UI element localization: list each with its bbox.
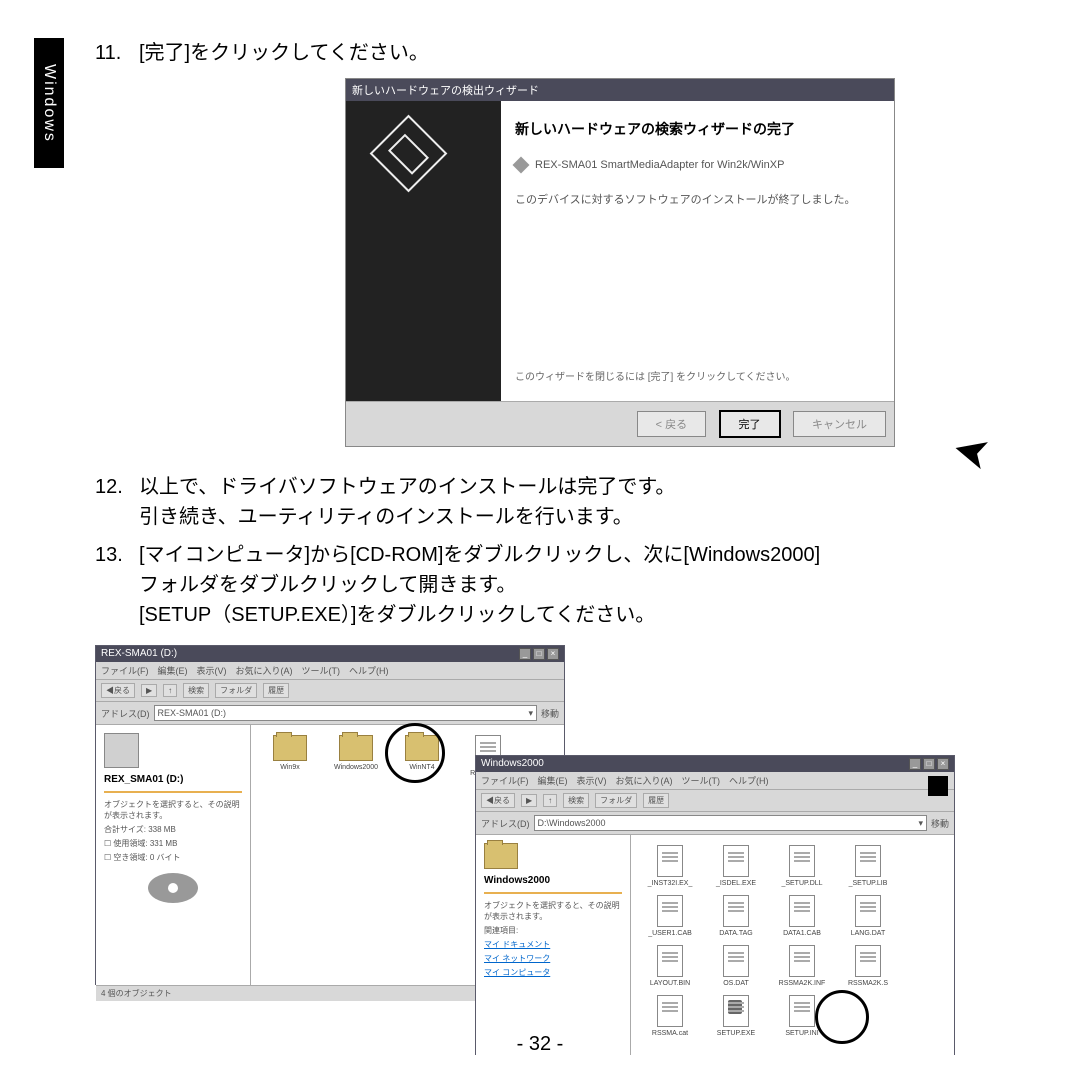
menubar[interactable]: ファイル(F) 編集(E) 表示(V) お気に入り(A) ツール(T) ヘルプ(…: [96, 662, 564, 680]
file-item[interactable]: DATA.TAG: [707, 895, 765, 937]
left-used: ☐ 使用領域: 331 MB: [104, 838, 242, 849]
file-item[interactable]: SETUP.EXE: [707, 995, 765, 1037]
wizard-titlebar: 新しいハードウェアの検出ウィザード: [346, 79, 894, 101]
page-content: 11. [完了]をクリックしてください。 新しいハードウェアの検出ウィザード 新…: [95, 38, 1040, 1055]
wizard-device: REX-SMA01 SmartMediaAdapter for Win2k/Wi…: [515, 159, 880, 171]
wizard-msg: このデバイスに対するソフトウェアのインストールが終了しました。: [515, 191, 880, 207]
toolbar-button[interactable]: フォルダ: [215, 683, 257, 698]
file-item[interactable]: RSSMA2K.S: [839, 945, 897, 987]
step-13: 13. [マイコンピュータ]から[CD-ROM]をダブルクリックし、次に[Win…: [95, 540, 1040, 630]
drive-icon: [104, 733, 139, 768]
wizard-side-icon: [370, 115, 448, 193]
toolbar-button[interactable]: 検索: [563, 793, 589, 808]
toolbar[interactable]: ◀戻る ▶ ↑ 検索フォルダ履歴: [476, 790, 954, 812]
toolbar-button[interactable]: ◀戻る: [101, 683, 135, 698]
finish-button[interactable]: 完了: [719, 410, 781, 438]
file-item[interactable]: _SETUP.LIB: [839, 845, 897, 887]
go-button[interactable]: 移動: [931, 817, 949, 830]
highlight-circle: [385, 723, 445, 783]
explorer2-title: Windows2000: [481, 758, 544, 770]
left-free: ☐ 空き領域: 0 バイト: [104, 852, 242, 863]
addr-label: アドレス(D): [481, 817, 530, 830]
left-pane: REX_SMA01 (D:) オブジェクトを選択すると、その説明が表示されます。…: [96, 725, 251, 985]
link[interactable]: マイ コンピュータ: [484, 967, 622, 978]
file-item[interactable]: OS.DAT: [707, 945, 765, 987]
window-controls[interactable]: _□×: [909, 758, 949, 770]
addr-label: アドレス(D): [101, 707, 150, 720]
toolbar-button[interactable]: ▶: [141, 684, 157, 697]
toolbar-button[interactable]: 履歴: [263, 683, 289, 698]
help-icon: [928, 776, 948, 796]
step-text: 以上で、ドライバソフトウェアのインストールは完了です。: [139, 472, 1040, 502]
link[interactable]: マイ ネットワーク: [484, 953, 622, 964]
file-item[interactable]: _INST32I.EX_: [641, 845, 699, 887]
wizard-sidebar: [346, 101, 501, 401]
step-text: フォルダをダブルクリックして開きます。: [139, 570, 1040, 600]
addr-input[interactable]: REX-SMA01 (D:)▾: [154, 705, 537, 721]
file-item[interactable]: _USER1.CAB: [641, 895, 699, 937]
cancel-button[interactable]: キャンセル: [793, 411, 886, 437]
left-desc: オブジェクトを選択すると、その説明が表示されます。: [104, 799, 242, 821]
step-11: 11. [完了]をクリックしてください。: [95, 38, 1040, 68]
left-pane: Windows2000 オブジェクトを選択すると、その説明が表示されます。 関連…: [476, 835, 631, 1055]
step-num: 11.: [95, 38, 139, 68]
wizard-button-row: < 戻る 完了 キャンセル: [346, 401, 894, 446]
file-item[interactable]: LAYOUT.BIN: [641, 945, 699, 987]
file-pane: _INST32I.EX__ISDEL.EXE_SETUP.DLL_SETUP.L…: [631, 835, 954, 1055]
file-item[interactable]: RSSMA.cat: [641, 995, 699, 1037]
step-text: 引き続き、ユーティリティのインストールを行います。: [139, 502, 1040, 532]
explorer-window-2: Windows2000 _□× ファイル(F) 編集(E) 表示(V) お気に入…: [475, 755, 955, 1055]
addr-input[interactable]: D:\Windows2000▾: [534, 815, 927, 831]
step-text: [完了]をクリックしてください。: [139, 38, 1040, 68]
toolbar-button[interactable]: ▶: [521, 794, 537, 807]
toolbar-button[interactable]: 検索: [183, 683, 209, 698]
back-button[interactable]: < 戻る: [637, 411, 706, 437]
folder-item[interactable]: Win9x: [261, 735, 319, 777]
step-12: 12. 以上で、ドライバソフトウェアのインストールは完了です。 引き続き、ユーテ…: [95, 472, 1040, 532]
left-title: REX_SMA01 (D:): [104, 774, 242, 785]
file-item[interactable]: _SETUP.DLL: [773, 845, 831, 887]
explorer-screenshots: REX-SMA01 (D:) _□× ファイル(F) 編集(E) 表示(V) お…: [95, 645, 1040, 1055]
toolbar-button[interactable]: フォルダ: [595, 793, 637, 808]
step-text: [SETUP（SETUP.EXE）]をダブルクリックしてください。: [139, 600, 1040, 630]
left-cap: 合計サイズ: 338 MB: [104, 824, 242, 835]
toolbar[interactable]: ◀戻る ▶ ↑ 検索フォルダ履歴: [96, 680, 564, 702]
toolbar-button[interactable]: ↑: [163, 684, 177, 697]
step-num: 12.: [95, 472, 139, 532]
link[interactable]: マイ ドキュメント: [484, 939, 622, 950]
left-desc: オブジェクトを選択すると、その説明が表示されます。: [484, 900, 622, 922]
step-num: 13.: [95, 540, 139, 630]
side-tab: Windows: [34, 38, 64, 168]
step-text: [マイコンピュータ]から[CD-ROM]をダブルクリックし、次に[Windows…: [139, 540, 1040, 570]
left-title: Windows2000: [484, 875, 622, 886]
file-item[interactable]: RSSMA2K.INF: [773, 945, 831, 987]
page-number: - 32 -: [0, 1033, 1080, 1056]
file-item[interactable]: _ISDEL.EXE: [707, 845, 765, 887]
toolbar-button[interactable]: ↑: [543, 794, 557, 807]
wizard-screenshot: 新しいハードウェアの検出ウィザード 新しいハードウェアの検索ウィザードの完了 R…: [345, 78, 1040, 447]
folder-icon: [484, 843, 518, 869]
window-controls[interactable]: _□×: [519, 648, 559, 660]
left-rel: 関連項目:: [484, 925, 622, 936]
file-item[interactable]: DATA1.CAB: [773, 895, 831, 937]
wizard-heading: 新しいハードウェアの検索ウィザードの完了: [515, 119, 880, 139]
toolbar-button[interactable]: 履歴: [643, 793, 669, 808]
explorer1-title: REX-SMA01 (D:): [101, 648, 177, 660]
toolbar-button[interactable]: ◀戻る: [481, 793, 515, 808]
go-button[interactable]: 移動: [541, 707, 559, 720]
status-left: 4 個のオブジェクト: [101, 988, 172, 999]
file-item[interactable]: LANG.DAT: [839, 895, 897, 937]
menubar[interactable]: ファイル(F) 編集(E) 表示(V) お気に入り(A) ツール(T) ヘルプ(…: [476, 772, 954, 790]
wizard-footnote: このウィザードを閉じるには [完了] をクリックしてください。: [515, 368, 796, 383]
cd-icon: [148, 873, 198, 903]
folder-item[interactable]: Windows2000: [327, 735, 385, 777]
